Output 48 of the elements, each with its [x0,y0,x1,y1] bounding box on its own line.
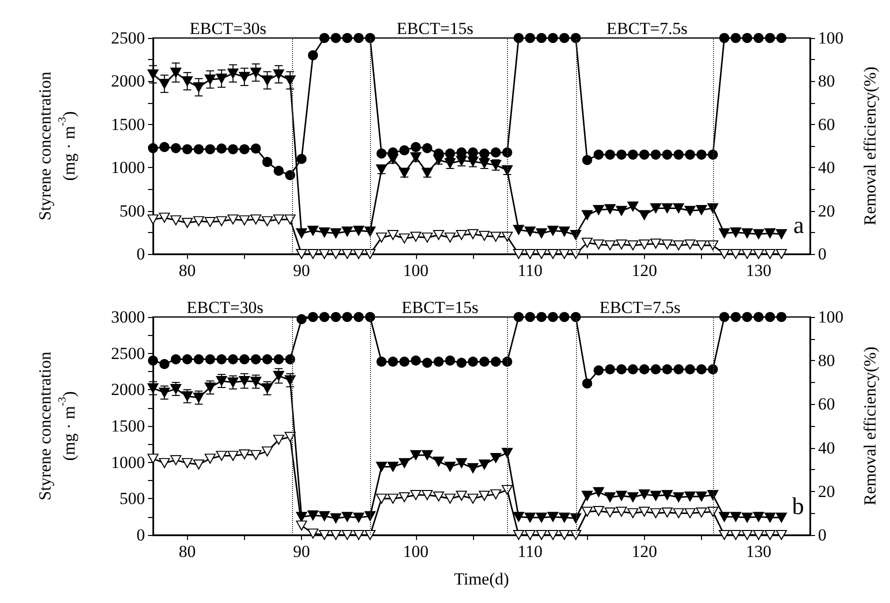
y-tick-label: 0 [136,244,145,264]
y2-tick-label: 0 [818,526,826,544]
x-tick-label: 120 [632,542,658,561]
y-tick-label: 3000 [111,308,145,326]
x-tick-label: 80 [178,542,196,561]
y-tick-label: 0 [136,526,145,544]
text: EBCT=15s [396,19,474,38]
y-tick-label: 500 [120,201,145,220]
text: EBCT=7.5s [600,298,680,317]
text: EBCT=7.5s [606,19,688,38]
text: EBCT=30s [190,19,266,38]
text: EBCT=15s [402,298,478,317]
x-tick-label: 90 [293,261,310,280]
annotation: a [793,213,804,239]
x-tick-label: 100 [403,542,429,561]
y2-tick-label: 0 [818,244,826,264]
y2-tick-label: 40 [818,158,835,178]
y-tick-label: 500 [120,489,145,508]
y2-axis-title: Removal efficiency(%) [860,346,880,506]
y2-axis-title: Removal efficiency(%) [860,66,880,226]
x-tick-label: 110 [518,261,542,280]
y2-tick-label: 60 [818,394,835,414]
y-tick-label: 2500 [111,28,145,48]
y2-tick-label: 80 [818,351,835,370]
x-tick-label: 100 [403,261,429,280]
y-tick-label: 2000 [111,380,145,400]
y-tick-label: 2000 [111,72,145,91]
x-tick-label: 120 [632,261,658,280]
y-tick-label: 1000 [111,452,145,472]
y-tick-label: 1500 [111,416,145,436]
text: EBCT=30s [186,298,264,317]
x-tick-label: 130 [746,261,772,280]
y2-tick-label: 100 [818,308,844,326]
x-axis-title: Time(d) [454,570,510,588]
x-tick-label: 80 [178,261,196,280]
y2-tick-label: 80 [818,72,835,91]
y2-tick-label: 20 [818,201,835,220]
y2-tick-label: 20 [818,482,835,501]
x-tick-label: 130 [746,542,772,561]
y-tick-label: 2500 [111,344,145,363]
y2-tick-label: 60 [818,114,835,134]
x-tick-label: 90 [293,542,310,561]
y2-tick-label: 100 [818,28,844,48]
y-tick-label: 1500 [111,114,145,134]
y-tick-label: 1000 [111,158,145,178]
annotation: b [792,494,804,520]
y2-tick-label: 40 [818,438,835,458]
x-tick-label: 110 [518,542,542,561]
